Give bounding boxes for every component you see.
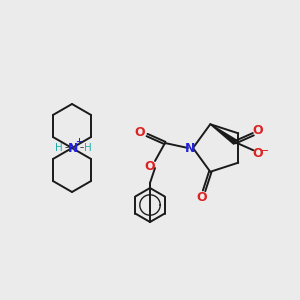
Text: +: + (76, 137, 82, 146)
Text: O: O (252, 147, 262, 160)
Text: H: H (55, 143, 63, 153)
Text: H: H (84, 143, 92, 153)
Text: O: O (196, 191, 207, 204)
Text: –: – (80, 143, 84, 152)
Text: −: − (260, 146, 269, 156)
Text: N: N (68, 142, 78, 154)
Text: –: – (65, 143, 69, 152)
Polygon shape (210, 124, 237, 144)
Text: O: O (252, 124, 262, 137)
Text: O: O (145, 160, 155, 172)
Text: O: O (135, 127, 145, 140)
Text: N: N (185, 142, 195, 154)
